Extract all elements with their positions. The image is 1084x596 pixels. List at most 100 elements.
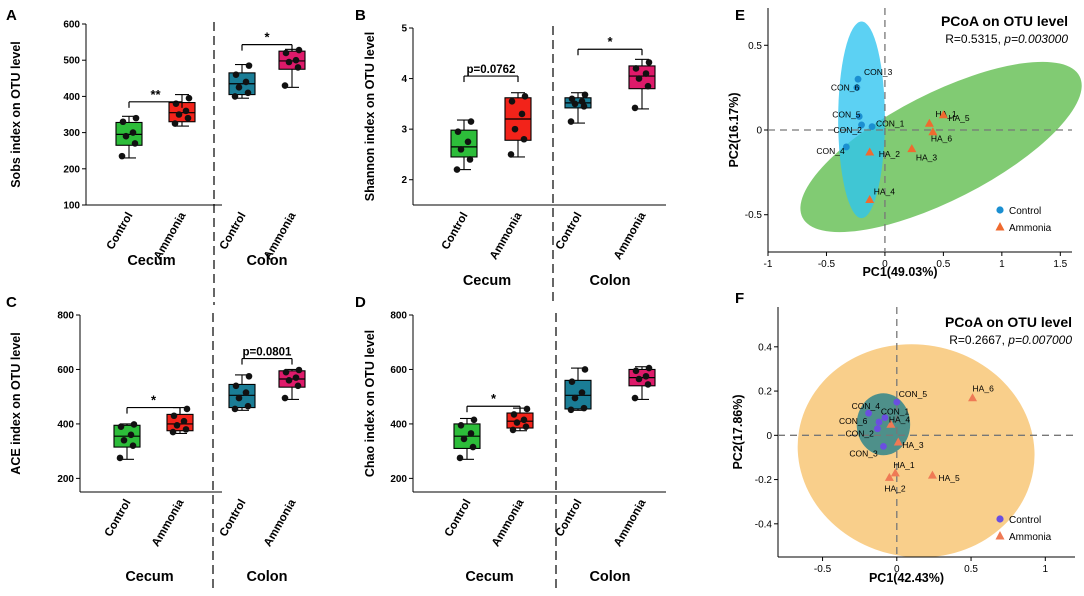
panel-b: B 2 3 4 5 Shannon index on OTU level Control Am…	[355, 7, 666, 305]
panel-letter: C	[6, 294, 17, 311]
data-point	[170, 412, 178, 420]
data-point	[567, 118, 575, 125]
point-label: CON_6	[839, 416, 868, 426]
point-label: CON_1	[876, 119, 905, 129]
data-point	[169, 428, 177, 436]
data-point	[245, 62, 253, 69]
data-point	[644, 381, 652, 388]
data-point	[520, 416, 528, 424]
point-label: HA_1	[893, 460, 915, 470]
box-4	[278, 366, 306, 402]
point-label: CON_2	[834, 125, 863, 135]
category-label: Control	[554, 498, 585, 539]
data-point	[453, 166, 461, 173]
x-tick-label: 1	[1043, 564, 1049, 575]
category-label: Control	[554, 211, 585, 252]
series-ammonia: HA_1HA_5 HA_6 HA_3 HA_2 HA_4	[865, 109, 970, 203]
point-label: HA_5	[938, 473, 960, 483]
y-tick-label: 4	[401, 74, 407, 85]
group-label: Cecum	[463, 273, 511, 289]
data-point	[295, 366, 303, 374]
data-point	[924, 118, 934, 127]
data-point	[180, 417, 188, 425]
category-label: Ammonia	[612, 210, 649, 262]
x-axis-label: PC1(42.43%)	[869, 571, 944, 585]
data-point	[571, 100, 579, 108]
series-ammonia: HA_6 HA_4 HA_3 HA_1 HA_5 HA_2	[884, 384, 994, 494]
y-tick-label: 300	[63, 128, 80, 139]
series-control: CON_3 CON_6 CON_5 CON_1 CON_2 CON_4	[816, 67, 904, 156]
data-point	[568, 378, 576, 386]
box-1	[115, 114, 143, 160]
data-point	[129, 129, 137, 136]
point-label: HA_3	[916, 153, 938, 163]
data-point	[523, 405, 531, 413]
data-point	[642, 372, 650, 380]
y-axis-label: PC2(16.17%)	[727, 92, 741, 167]
box-3	[564, 91, 592, 125]
y-tick-label: -0.5	[745, 210, 763, 221]
data-point	[292, 374, 300, 381]
stat-p: p=0.003000	[1003, 32, 1068, 46]
panel-letter: E	[735, 7, 745, 24]
category-label: Ammonia	[490, 497, 527, 549]
data-point	[184, 114, 192, 122]
legend-label: Ammonia	[1009, 532, 1052, 543]
data-point	[511, 125, 519, 133]
point-label: HA_2	[879, 149, 901, 159]
group-label: Colon	[589, 569, 630, 585]
y-tick-label: 400	[57, 419, 74, 430]
x-tick-label: 1.5	[1053, 259, 1067, 270]
significance-annotation: *	[241, 30, 293, 51]
data-point	[865, 409, 872, 417]
data-point	[454, 128, 462, 135]
data-point	[173, 421, 181, 429]
data-point	[182, 426, 190, 433]
legend: Control Ammonia	[995, 515, 1052, 543]
data-point	[127, 431, 135, 439]
data-point	[571, 394, 579, 402]
group-label: Colon	[589, 273, 630, 289]
data-point	[281, 394, 289, 402]
point-label: HA_2	[884, 483, 906, 493]
data-point	[907, 144, 917, 153]
data-point	[893, 437, 903, 446]
y-axis-label: ACE index on OTU level	[9, 332, 23, 474]
box-1	[450, 118, 478, 173]
data-point	[520, 135, 528, 143]
data-point	[171, 120, 179, 127]
data-point	[118, 152, 126, 160]
data-point	[460, 435, 468, 443]
y-tick-label: 800	[57, 311, 74, 322]
data-point	[130, 421, 138, 428]
data-point	[645, 364, 653, 372]
data-point	[865, 147, 875, 156]
panel-f: F -0.5 0 0.5 1 -0.4 -0.2 0 0.2 0.4 PC1(42.43%) PC2(…	[731, 290, 1075, 585]
x-tick-label: 0	[894, 564, 900, 575]
data-point	[464, 138, 472, 146]
y-tick-label: 2	[401, 175, 407, 186]
x-axis-label: PC1(49.03%)	[862, 265, 937, 279]
point-label: CON_4	[852, 401, 881, 411]
group-label: Colon	[246, 569, 287, 585]
data-point	[580, 404, 588, 412]
data-point	[927, 470, 937, 479]
y-axis-label: Sobs index on OTU level	[9, 41, 23, 188]
point-label: CON_3	[849, 448, 878, 458]
group-label: Cecum	[127, 253, 175, 269]
data-point	[232, 71, 240, 78]
stat-r: R=0.2667,	[949, 333, 1008, 347]
panel-e: E-1 -0.5 0 0.5 1 1.5-0.500.5PC1(49.03%)PC2(16…	[727, 7, 1082, 279]
category-label: Control	[103, 498, 134, 539]
y-axis-label: PC2(17.86%)	[731, 394, 745, 469]
sig-label: *	[151, 393, 157, 408]
data-point	[854, 75, 862, 83]
y-tick-label: 600	[57, 365, 74, 376]
y-tick-label: -0.4	[755, 519, 773, 530]
significance-annotation: *	[126, 393, 181, 414]
data-point	[521, 92, 529, 100]
data-point	[842, 143, 850, 151]
group-label: Cecum	[465, 569, 513, 585]
data-point	[578, 389, 586, 396]
